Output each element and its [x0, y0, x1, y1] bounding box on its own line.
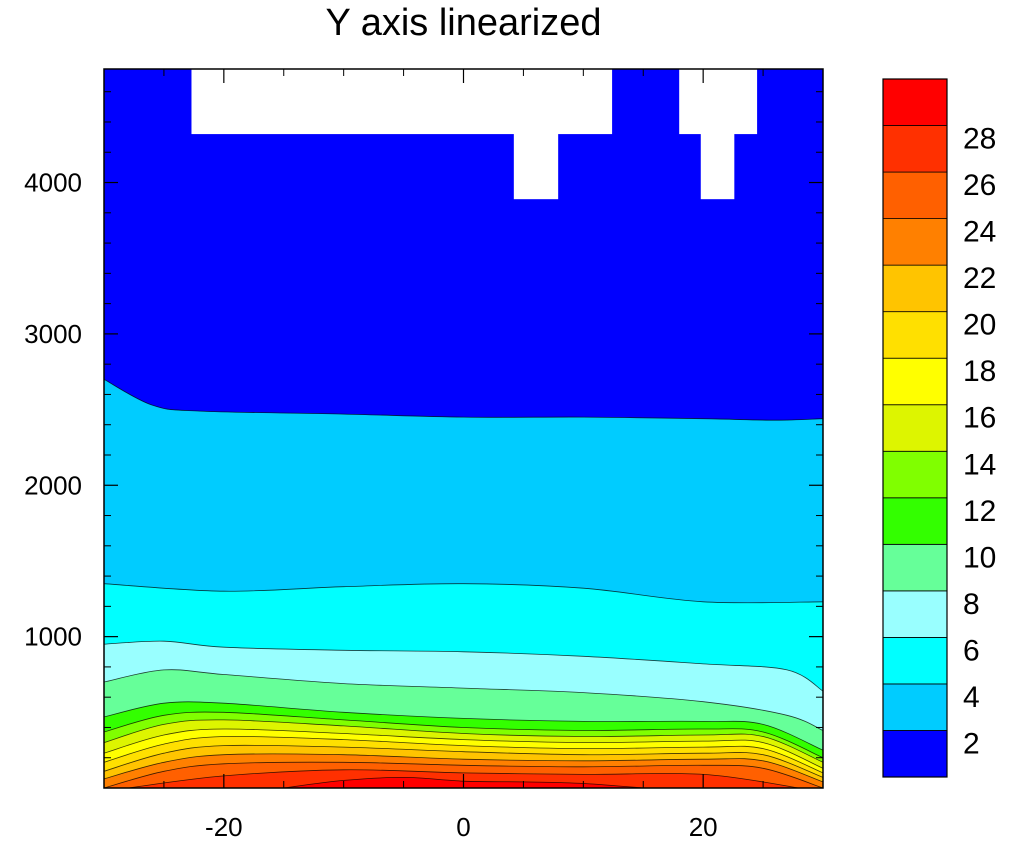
contour-line-24: [104, 761, 823, 788]
colorbar-swatch: [882, 590, 948, 638]
contour-line-16: [104, 728, 823, 769]
x-tick-label: -20: [205, 812, 243, 842]
colorbar-label: 8: [963, 588, 980, 621]
colorbar-label: 2: [963, 727, 980, 760]
missing-data-region-4: [700, 133, 735, 200]
colorbar-swatch: [882, 218, 948, 266]
colorbar-label: 10: [963, 541, 996, 574]
x-tick-label: 20: [689, 812, 718, 842]
colorbar-swatch: [882, 171, 948, 219]
colorbar-label: 20: [963, 309, 996, 342]
colorbar-swatch: [882, 637, 948, 685]
colorbar-border: [882, 78, 948, 778]
colorbar-swatch: [882, 404, 948, 452]
colorbar-swatch: [882, 730, 948, 778]
colorbar-swatch: [882, 78, 948, 126]
colorbar-swatch: [882, 543, 948, 592]
y-tick-label: 2000: [24, 470, 82, 500]
colorbar-label: 6: [963, 634, 980, 667]
colorbar-swatch: [882, 450, 948, 499]
contour-line-4: [104, 583, 823, 604]
colorbar-label: 16: [963, 402, 996, 435]
contour-line-14: [104, 719, 823, 763]
missing-data-region-2: [513, 133, 559, 200]
colorbar-swatch: [882, 683, 948, 731]
y-tick-label: 1000: [24, 622, 82, 652]
colorbar-label: 12: [963, 495, 996, 528]
colorbar-label: 18: [963, 355, 996, 388]
colorbar-swatch: [882, 357, 948, 406]
colorbar-swatch: [882, 125, 948, 173]
colorbar-label: 22: [963, 262, 996, 295]
colorbar-label: 24: [963, 216, 996, 249]
colorbar-swatch: [882, 311, 948, 359]
contour-line-2: [104, 378, 823, 421]
contour-line-10: [104, 701, 823, 751]
colorbar-label: 26: [963, 169, 996, 202]
colorbar-label: 4: [963, 681, 980, 714]
contour-line-6: [104, 640, 823, 692]
contour-line-18: [104, 735, 823, 774]
contour-line-8: [104, 669, 823, 731]
contour-line-22: [104, 753, 823, 783]
x-tick-label: 0: [456, 812, 470, 842]
y-tick-label: 3000: [24, 319, 82, 349]
y-tick-label: 4000: [24, 168, 82, 198]
colorbar-label: 14: [963, 448, 996, 481]
missing-data-region-1: [191, 69, 613, 135]
colorbar-swatch: [882, 264, 948, 313]
axes: -20 0 20 1000 2000 3000 4000: [24, 69, 824, 842]
contour-line-20: [104, 744, 823, 778]
colorbar-swatch: [882, 497, 948, 545]
plot-area: [104, 69, 823, 788]
chart-title: Y axis linearized: [325, 2, 602, 44]
contour-line-12: [104, 711, 823, 759]
missing-data-region-3: [679, 69, 758, 135]
colorbar-label: 28: [963, 123, 996, 156]
